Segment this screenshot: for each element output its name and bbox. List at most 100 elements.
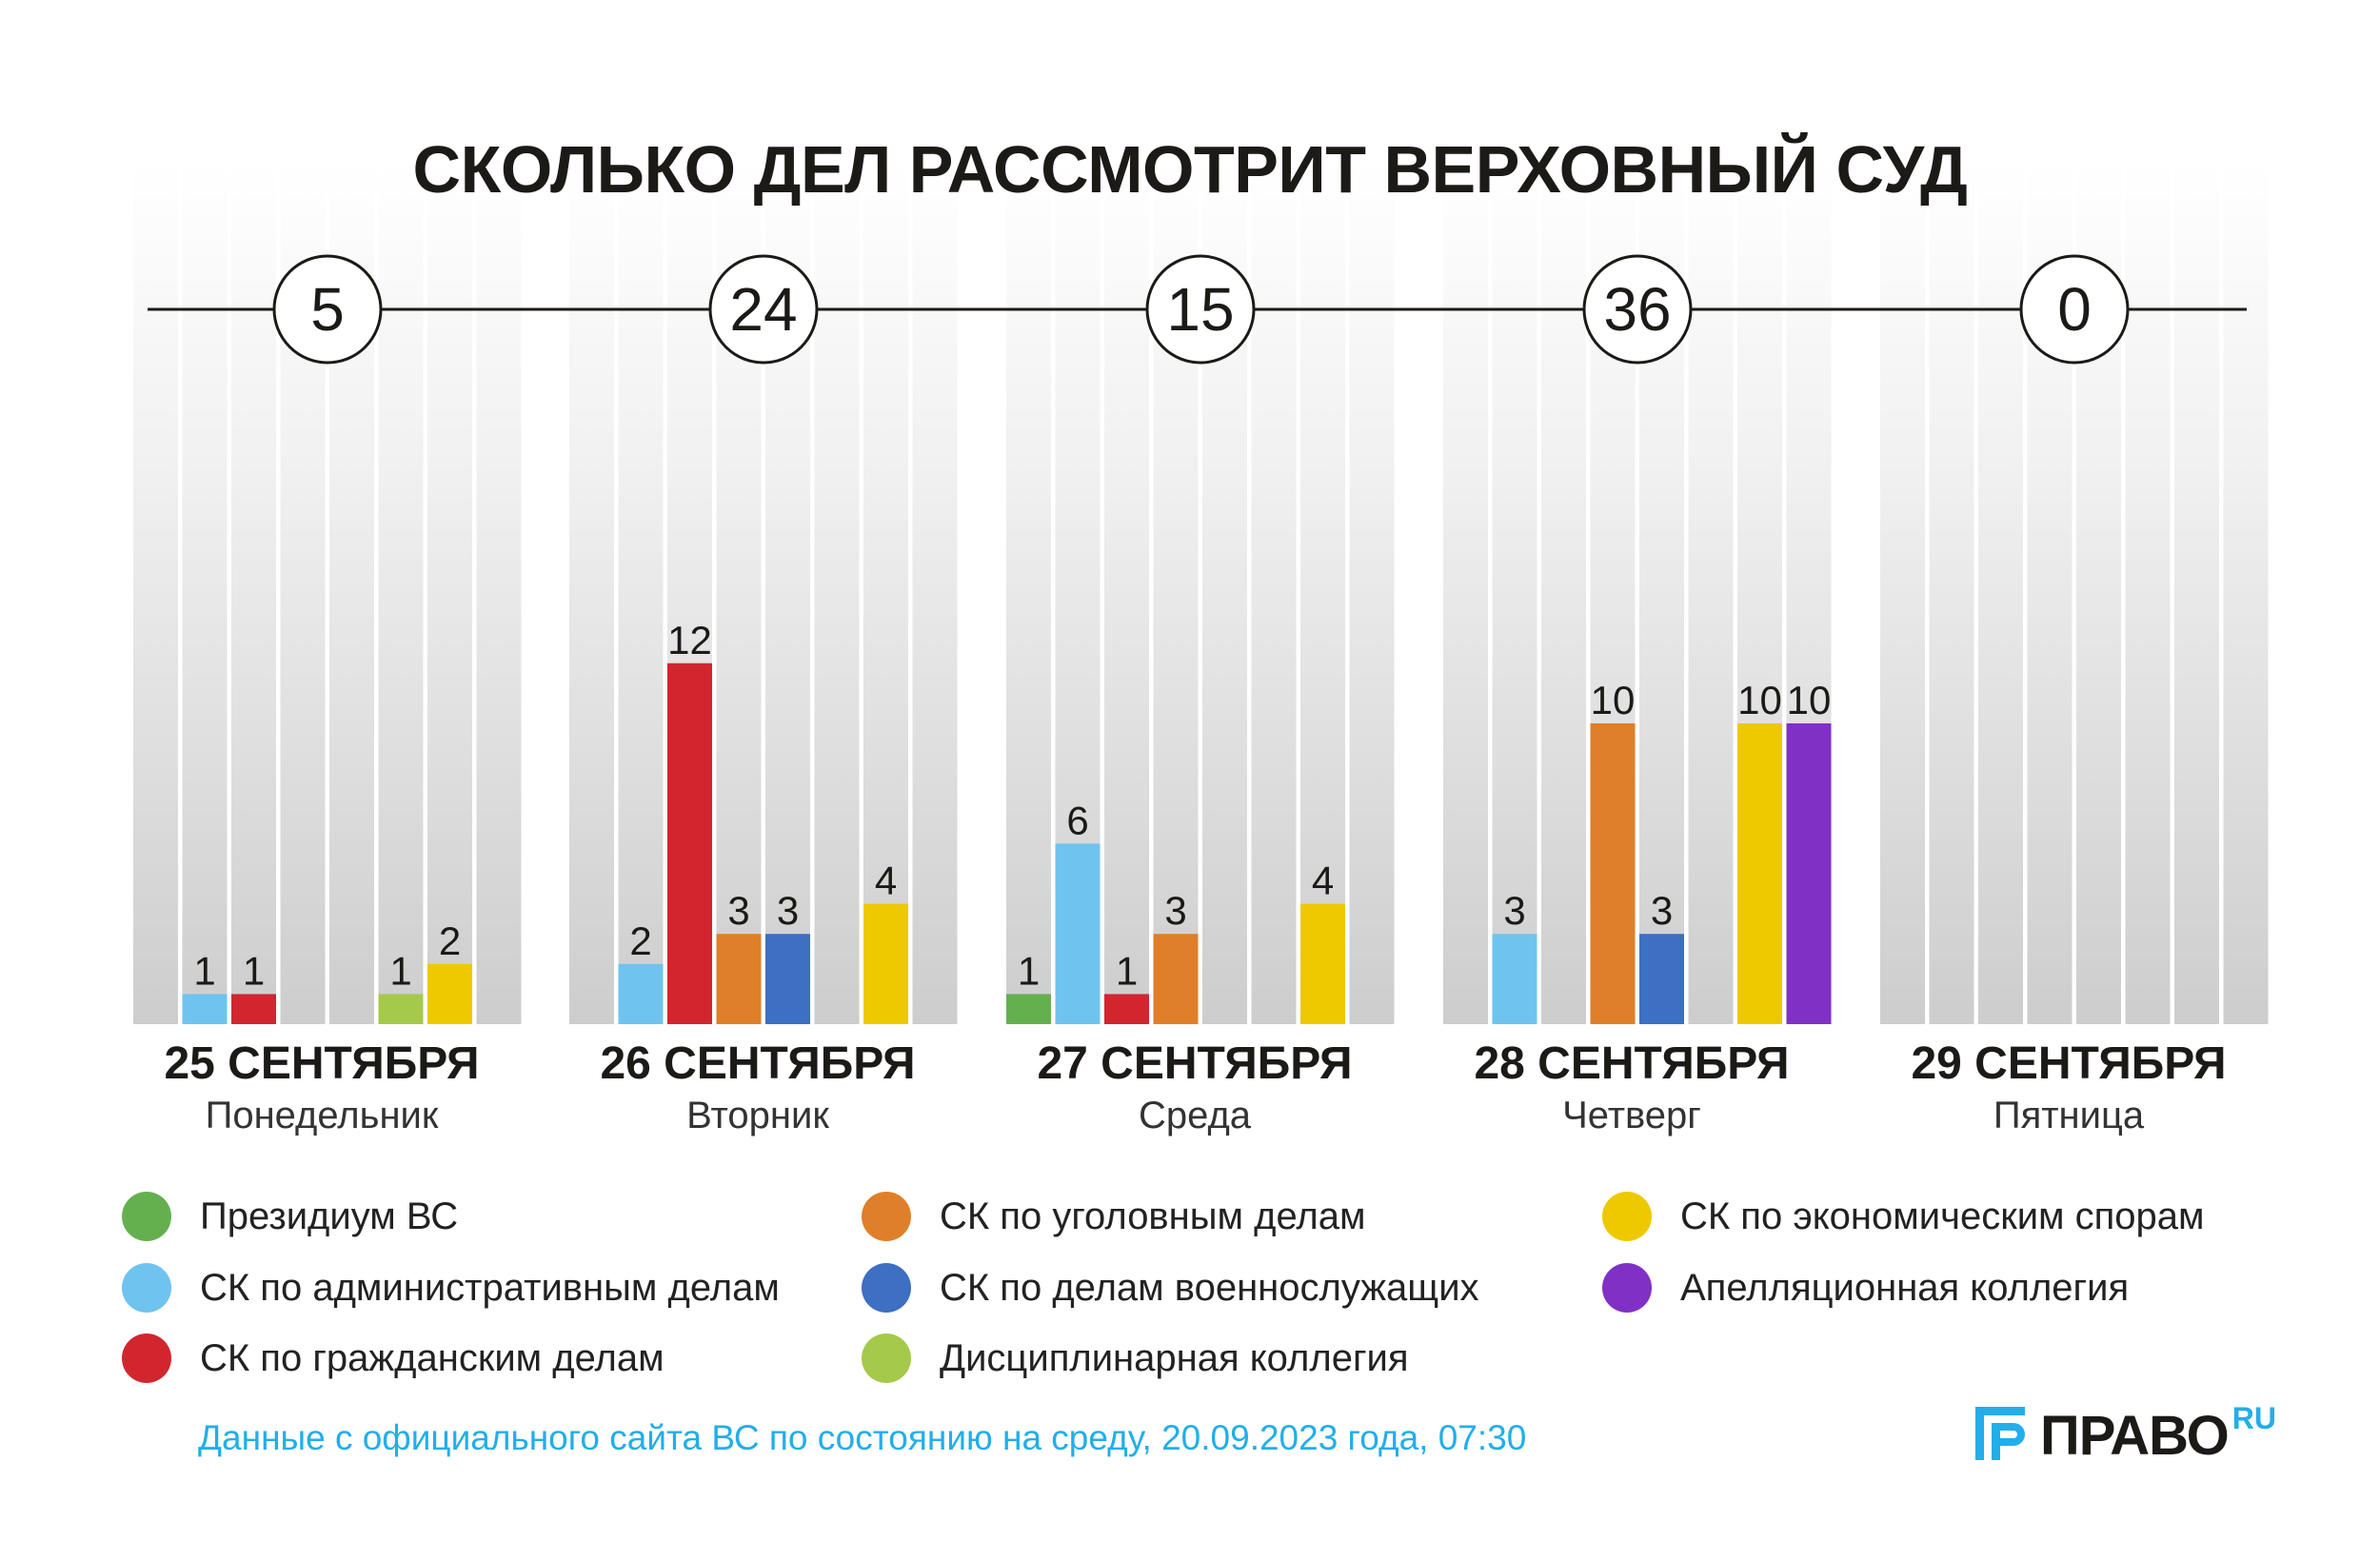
date-label: 27 СЕНТЯБРЯ <box>1037 1038 1352 1089</box>
legend-item: СК по делам военнослужащих <box>862 1255 1479 1321</box>
bar <box>1055 843 1101 1024</box>
column-stripe <box>618 162 664 1024</box>
legend-label: СК по делам военнослужащих <box>940 1266 1479 1309</box>
bar <box>1737 723 1782 1024</box>
legend-item: Апелляционная коллегия <box>1602 1255 2129 1321</box>
date-label: 29 СЕНТЯБРЯ <box>1911 1038 2226 1089</box>
bar-value-label: 10 <box>1591 678 1636 722</box>
legend-item: Дисциплинарная коллегия <box>862 1325 1409 1392</box>
column-stripe <box>231 162 276 1024</box>
bar-value-label: 1 <box>389 948 411 993</box>
column-stripe <box>1492 162 1537 1024</box>
legend-swatch <box>122 1192 171 1241</box>
column-stripe <box>1006 162 1051 1024</box>
logo-text: ПРАВО <box>2040 1405 2230 1467</box>
bar-value-label: 10 <box>1737 678 1782 722</box>
bar-value-label: 3 <box>727 888 749 933</box>
total-circle <box>1582 254 1693 365</box>
column-stripe <box>1349 162 1395 1024</box>
column-stripe <box>1688 162 1734 1024</box>
bar <box>182 994 228 1024</box>
weekday-label: Четверг <box>1562 1095 1701 1136</box>
legend-swatch <box>862 1263 911 1313</box>
total-value: 24 <box>729 275 797 344</box>
column-stripe <box>912 162 958 1024</box>
column-stripe <box>182 162 228 1024</box>
column-stripe <box>863 162 908 1024</box>
legend-label: СК по административным делам <box>200 1266 780 1309</box>
bar-value-label: 1 <box>193 948 215 993</box>
bar-value-label: 3 <box>777 888 799 933</box>
column-stripe <box>427 162 472 1024</box>
legend-item: Президиум ВС <box>122 1183 458 1250</box>
column-stripe <box>1104 162 1149 1024</box>
bar <box>1590 723 1636 1024</box>
bar <box>1153 934 1199 1024</box>
legend-swatch <box>1602 1192 1652 1241</box>
bar-value-label: 10 <box>1787 678 1832 722</box>
bar <box>231 994 276 1024</box>
total-circle <box>272 254 383 365</box>
total-circle <box>708 254 819 365</box>
bar-value-label: 3 <box>1503 888 1525 933</box>
bar <box>378 994 424 1024</box>
column-stripe <box>814 162 860 1024</box>
chart-title: СКОЛЬКО ДЕЛ РАССМОТРИТ ВЕРХОВНЫЙ СУД <box>412 132 1968 207</box>
legend-label: Апелляционная коллегия <box>1680 1266 2130 1309</box>
bar <box>427 963 472 1024</box>
column-stripe <box>133 162 178 1024</box>
bar-value-label: 4 <box>1312 859 1334 903</box>
column-stripe <box>1300 162 1345 1024</box>
legend-label: СК по уголовным делам <box>940 1195 1366 1237</box>
column-stripe <box>1251 162 1297 1024</box>
bar-value-label: 2 <box>629 919 651 963</box>
legend-label: Президиум ВС <box>200 1195 459 1237</box>
legend-item: СК по гражданским делам <box>122 1325 664 1392</box>
legend-swatch <box>122 1263 171 1313</box>
bar <box>1006 994 1051 1024</box>
column-stripe <box>1978 162 2023 1024</box>
legend-swatch <box>862 1334 911 1383</box>
bar <box>1300 903 1345 1024</box>
pravo-logo-icon <box>1975 1407 2025 1460</box>
bar-value-label: 12 <box>667 618 712 662</box>
total-circle <box>2019 254 2130 365</box>
source-note: Данные с официального сайта ВС по состоя… <box>198 1418 1527 1457</box>
total-value: 5 <box>310 275 345 344</box>
total-value: 15 <box>1166 275 1234 344</box>
column-stripe <box>1541 162 1586 1024</box>
bar-value-label: 6 <box>1066 798 1088 842</box>
column-stripe <box>2174 162 2219 1024</box>
total-value: 0 <box>2057 275 2092 344</box>
legend-label: СК по экономическим спорам <box>1680 1195 2205 1237</box>
total-value: 36 <box>1603 275 1671 344</box>
bar <box>1492 934 1537 1024</box>
legend-label: Дисциплинарная коллегия <box>940 1336 1409 1379</box>
weekday-label: Среда <box>1139 1095 1252 1136</box>
bar-value-label: 1 <box>1116 948 1138 993</box>
bar-value-label: 3 <box>1164 888 1186 933</box>
bar-value-label: 4 <box>875 859 897 903</box>
bar <box>1639 934 1684 1024</box>
column-stripe <box>1929 162 1974 1024</box>
legend-item: СК по экономическим спорам <box>1602 1183 2205 1250</box>
bar <box>765 934 810 1024</box>
legend-swatch <box>862 1192 911 1241</box>
column-stripe <box>1443 162 1488 1024</box>
date-label: 25 СЕНТЯБРЯ <box>164 1038 479 1089</box>
legend-swatch <box>1602 1263 1652 1313</box>
weekday-label: Понедельник <box>206 1095 439 1136</box>
bar <box>1104 994 1149 1024</box>
bar <box>1786 723 1832 1024</box>
legend-label: СК по гражданским делам <box>200 1336 664 1379</box>
legend-swatch <box>122 1334 171 1383</box>
column-stripe <box>1880 162 1925 1024</box>
bar <box>863 903 908 1024</box>
column-stripe <box>378 162 424 1024</box>
legend-item: СК по уголовным делам <box>862 1183 1365 1250</box>
column-stripe <box>569 162 614 1024</box>
weekday-label: Пятница <box>1993 1095 2145 1136</box>
bar-value-label: 3 <box>1651 888 1673 933</box>
date-label: 28 СЕНТЯБРЯ <box>1474 1038 1789 1089</box>
